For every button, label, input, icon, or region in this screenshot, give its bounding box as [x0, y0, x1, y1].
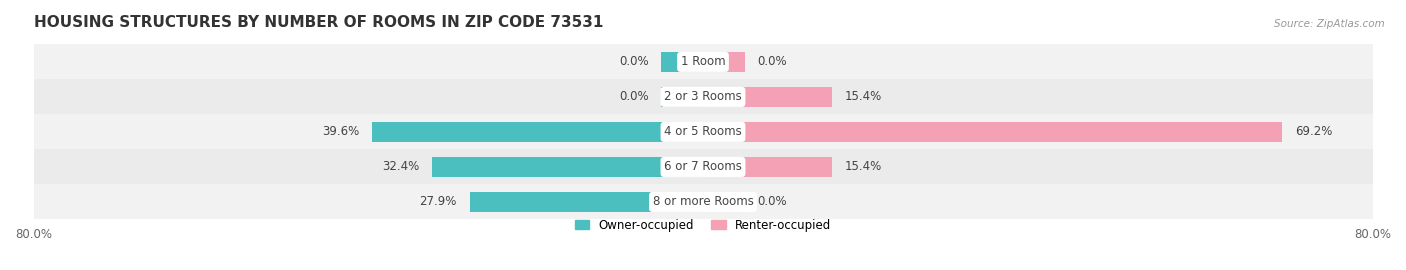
Text: 27.9%: 27.9%	[419, 195, 457, 208]
Text: Source: ZipAtlas.com: Source: ZipAtlas.com	[1274, 19, 1385, 29]
Bar	[432, 157, 703, 177]
Bar	[34, 184, 1372, 220]
Bar	[703, 192, 745, 212]
Bar	[703, 157, 832, 177]
Bar	[470, 192, 703, 212]
Text: 15.4%: 15.4%	[845, 160, 882, 173]
Text: 0.0%: 0.0%	[758, 55, 787, 68]
Bar	[703, 52, 745, 72]
Text: 2 or 3 Rooms: 2 or 3 Rooms	[664, 90, 742, 103]
Bar	[34, 114, 1372, 149]
Text: 0.0%: 0.0%	[619, 55, 648, 68]
Text: 0.0%: 0.0%	[758, 195, 787, 208]
Bar	[371, 122, 703, 141]
Bar	[661, 87, 703, 107]
Text: 15.4%: 15.4%	[845, 90, 882, 103]
Bar	[34, 79, 1372, 114]
Bar	[703, 87, 832, 107]
Legend: Owner-occupied, Renter-occupied: Owner-occupied, Renter-occupied	[575, 219, 831, 232]
Bar	[34, 149, 1372, 184]
Text: 1 Room: 1 Room	[681, 55, 725, 68]
Text: 4 or 5 Rooms: 4 or 5 Rooms	[664, 126, 742, 139]
Text: 0.0%: 0.0%	[619, 90, 648, 103]
Bar	[703, 122, 1282, 141]
Text: 8 or more Rooms: 8 or more Rooms	[652, 195, 754, 208]
Text: 69.2%: 69.2%	[1295, 126, 1331, 139]
Bar	[34, 44, 1372, 79]
Text: HOUSING STRUCTURES BY NUMBER OF ROOMS IN ZIP CODE 73531: HOUSING STRUCTURES BY NUMBER OF ROOMS IN…	[34, 15, 603, 30]
Text: 6 or 7 Rooms: 6 or 7 Rooms	[664, 160, 742, 173]
Bar	[661, 52, 703, 72]
Text: 32.4%: 32.4%	[382, 160, 419, 173]
Text: 39.6%: 39.6%	[322, 126, 359, 139]
